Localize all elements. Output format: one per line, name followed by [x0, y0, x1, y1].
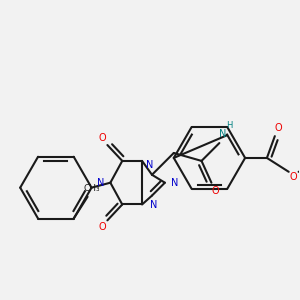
Text: H: H — [226, 121, 232, 130]
Text: O: O — [212, 186, 219, 196]
Text: O: O — [290, 172, 298, 182]
Text: CH₃: CH₃ — [83, 184, 100, 193]
Text: O: O — [275, 123, 283, 133]
Text: N: N — [97, 178, 104, 188]
Text: O: O — [99, 222, 106, 232]
Text: N: N — [171, 178, 178, 188]
Text: N: N — [219, 129, 226, 139]
Text: N: N — [150, 200, 158, 211]
Text: O: O — [99, 133, 106, 143]
Text: N: N — [146, 160, 154, 170]
